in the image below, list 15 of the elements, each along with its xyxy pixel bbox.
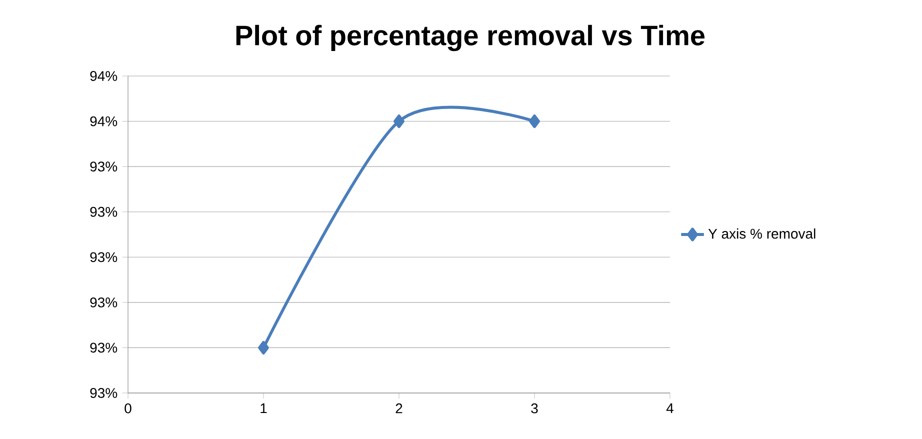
y-tick-label: 93%	[90, 297, 118, 308]
y-tick-label: 93%	[90, 388, 118, 398]
y-tick-label: 93%	[90, 342, 118, 353]
y-tick-label: 93%	[90, 206, 118, 217]
x-tick-label: 1	[260, 403, 267, 414]
y-tick-label: 93%	[90, 162, 118, 172]
x-tick-label: 3	[531, 403, 538, 414]
x-tick-label: 2	[396, 403, 402, 414]
x-tick-label: 0	[124, 403, 132, 414]
y-tick-label: 94%	[90, 116, 118, 126]
chart-title: Plot of percentage removal vs Time	[236, 24, 705, 52]
legend-label: Y axis % removal	[708, 228, 816, 239]
x-tick-label: 4	[666, 403, 674, 414]
y-tick-label: 94%	[90, 71, 118, 81]
y-tick-label: 93%	[90, 252, 118, 262]
